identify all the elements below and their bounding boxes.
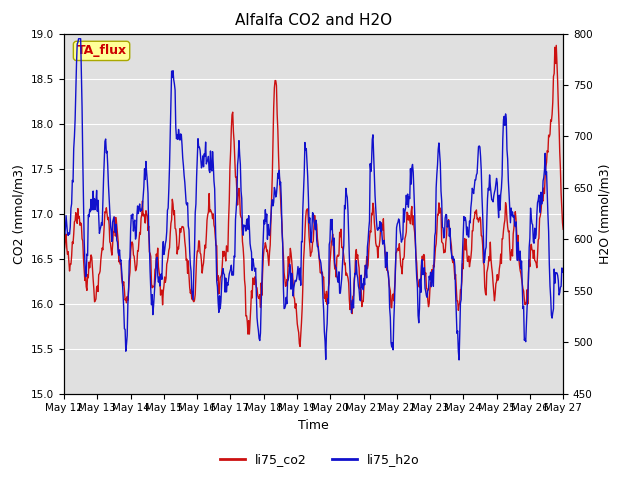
Text: TA_flux: TA_flux	[77, 44, 127, 58]
Legend: li75_co2, li75_h2o: li75_co2, li75_h2o	[215, 448, 425, 471]
Y-axis label: H2O (mmol/m3): H2O (mmol/m3)	[598, 163, 611, 264]
Y-axis label: CO2 (mmol/m3): CO2 (mmol/m3)	[12, 164, 26, 264]
X-axis label: Time: Time	[298, 419, 329, 432]
Title: Alfalfa CO2 and H2O: Alfalfa CO2 and H2O	[235, 13, 392, 28]
